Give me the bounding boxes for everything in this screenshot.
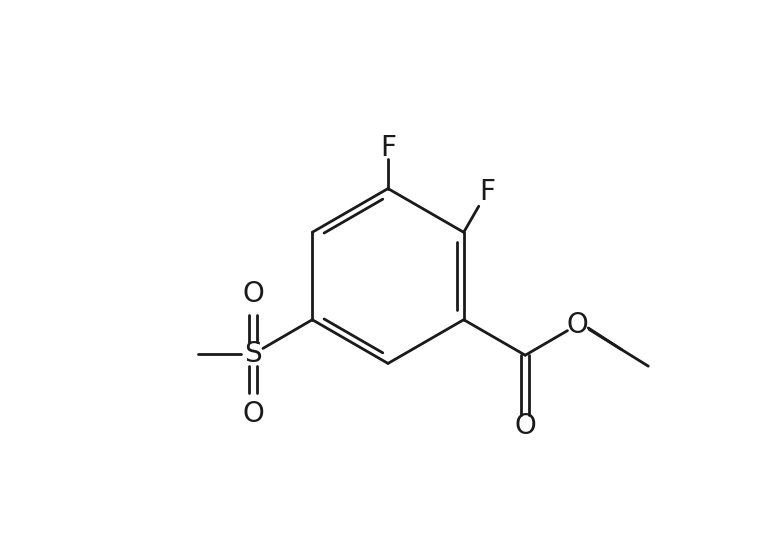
Text: O: O	[514, 412, 536, 440]
Text: S: S	[244, 340, 262, 368]
Text: O: O	[242, 280, 264, 308]
Text: F: F	[479, 178, 495, 206]
Text: O: O	[566, 311, 588, 339]
Text: F: F	[380, 134, 396, 162]
Text: O: O	[242, 400, 264, 428]
